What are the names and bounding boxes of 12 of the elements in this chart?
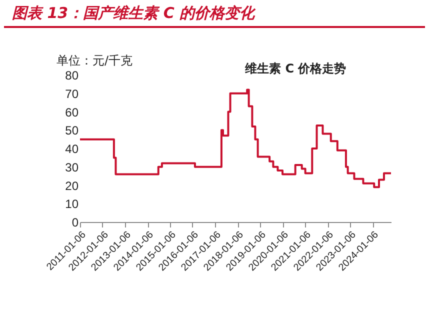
y-tick-label: 0	[72, 216, 79, 230]
y-tick-label: 70	[65, 86, 79, 101]
y-tick-label: 50	[65, 124, 79, 138]
y-tick-label: 80	[65, 68, 79, 82]
chart-title: 图表 13：国产维生素 C 的价格变化	[4, 0, 425, 28]
y-axis-title: 单位：元/千克	[56, 54, 133, 68]
y-tick-label: 60	[65, 105, 79, 120]
y-tick-label: 20	[65, 178, 79, 193]
y-tick-label: 40	[65, 142, 79, 156]
y-tick-label: 10	[65, 197, 79, 212]
y-tick-label: 30	[65, 160, 79, 174]
series-label: 维生素 C 价格走势	[244, 62, 346, 76]
